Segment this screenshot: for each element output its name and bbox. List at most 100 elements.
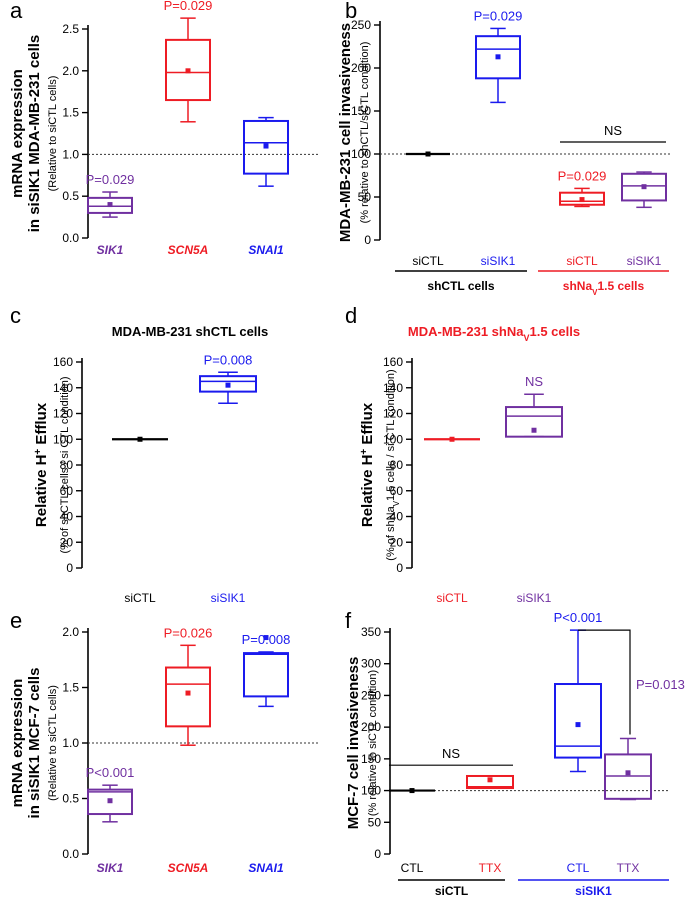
annotation-b-1: P=0.029	[474, 8, 523, 23]
significance-connector-f	[578, 629, 631, 735]
group-label-text: shCTL cells	[427, 279, 494, 293]
box-body	[621, 172, 667, 202]
box-mean-marker	[531, 427, 537, 433]
y-axis-sublabel-text: 1.5 cells / si CTL condition)	[385, 369, 397, 501]
box-mean-marker	[263, 143, 269, 149]
chart-title-text: MDA-MB-231 shCTL cells	[112, 324, 269, 339]
y-tick-label-b: 250	[351, 18, 371, 32]
y-tick-label-c: 140	[53, 381, 73, 395]
box-b-1	[475, 27, 521, 104]
y-tick-label-a: 0.0	[62, 231, 79, 245]
y-tick-label-c: 80	[60, 458, 74, 472]
y-axis-label-text: Relative H	[33, 455, 50, 528]
significance-label-f: NS	[442, 746, 460, 761]
chart-title-text: MDA-MB-231 shNa	[408, 324, 524, 339]
x-tick-label-b-0: siCTL	[412, 254, 444, 268]
box-e-2	[243, 635, 289, 708]
box-body	[165, 666, 211, 728]
y-tick-label-f: 0	[374, 847, 381, 861]
box-c-0	[112, 436, 168, 442]
y-axis-label-d: Relative H+ Efflux	[359, 402, 377, 527]
y-tick-label-f: 350	[361, 625, 381, 639]
y-axis-label-b: MDA-MB-231 cell invasiveness	[337, 23, 354, 242]
panel-letter-d: d	[345, 303, 357, 328]
x-tick-label-c-0: siCTL	[124, 591, 156, 605]
y-axis-sublabel-f: (% relative to siCTL condition)	[367, 670, 379, 816]
box-mean-marker	[107, 202, 113, 208]
box-a-0	[87, 191, 133, 218]
y-axis-label-line-2-a: in siSIK1 MDA-MB-231 cells	[26, 35, 43, 233]
box-b-3	[621, 171, 667, 209]
y-tick-label-c: 160	[53, 355, 73, 369]
significance-label-b: NS	[604, 123, 622, 138]
y-tick-label-b: 200	[351, 61, 371, 75]
y-tick-label-c: 40	[60, 510, 74, 524]
group-label-text: siSIK1	[575, 884, 612, 898]
panel-c: 0 20 40 60 80 100 120 140 160 Relative H+ Efflux (…	[33, 324, 269, 605]
panel-letter-e: e	[10, 608, 22, 633]
y-tick-label-f: 100	[361, 784, 381, 798]
panel-letter-c: c	[10, 303, 21, 328]
y-tick-label-f: 50	[368, 815, 382, 829]
box-body	[243, 652, 289, 698]
y-tick-label-f: 250	[361, 688, 381, 702]
y-axis-label-line-1-e: mRNA expression	[9, 679, 26, 808]
chart-title-d: MDA-MB-231 shNaV1.5 cells	[408, 324, 580, 343]
y-tick-label-e: 2.0	[62, 625, 79, 639]
x-tick-label-f-3: TTX	[617, 861, 640, 875]
y-axis-label-c: Relative H+ Efflux	[33, 402, 51, 527]
annotation-e-1: P=0.026	[164, 625, 213, 640]
chart-title-subscript: V	[523, 333, 529, 343]
panel-d: 0 20 40 60 80 100 120 140 160 Relative H+ Efflux (…	[359, 324, 581, 605]
y-axis-sublabel-text: (% of shCTL cells / si CTL condition)	[59, 376, 71, 553]
box-mean-marker	[425, 151, 431, 157]
annotation-e-2: P=0.008	[242, 632, 291, 647]
y-tick-label-d: 160	[383, 355, 403, 369]
panel-letter-f: f	[345, 608, 352, 633]
box-body	[505, 406, 563, 438]
y-tick-label-f: 300	[361, 657, 381, 671]
group-label-b-1: shNaV1.5 cells	[563, 279, 645, 297]
y-tick-label-d: 60	[390, 484, 404, 498]
x-tick-label-f-0: CTL	[401, 861, 424, 875]
box-f-2	[554, 629, 602, 773]
box-mean-marker	[487, 777, 493, 783]
y-axis-label-line-1-a: mRNA expression	[9, 69, 26, 198]
y-tick-label-c: 120	[53, 407, 73, 421]
box-mean-marker	[137, 436, 143, 442]
y-axis-sublabel-b: (% relative to shCTL/siCTL condition)	[359, 42, 371, 224]
y-tick-label-c: 100	[53, 432, 73, 446]
box-a-2	[243, 116, 289, 187]
y-axis-sublabel-d: (% of shNaV1.5 cells / si CTL condition)	[385, 369, 401, 560]
y-axis-label-text: Relative H	[359, 455, 376, 528]
y-tick-label-a: 0.5	[62, 189, 79, 203]
group-label-b-0: shCTL cells	[427, 279, 494, 293]
box-body	[466, 774, 514, 790]
x-tick-label-f-2: CTL	[567, 861, 590, 875]
chart-title-c: MDA-MB-231 shCTL cells	[112, 324, 269, 339]
box-mean-marker	[185, 690, 191, 696]
x-tick-label-d-1: siSIK1	[517, 591, 552, 605]
box-d-1	[505, 393, 563, 438]
y-axis-sublabel-a: (Relative to siCTL cells)	[47, 76, 59, 192]
y-tick-label-d: 80	[390, 458, 404, 472]
y-tick-label-d: 40	[390, 510, 404, 524]
y-tick-label-e: 1.5	[62, 681, 79, 695]
y-tick-label-a: 2.0	[62, 64, 79, 78]
x-tick-label-a-0: SIK1	[97, 243, 124, 257]
box-mean-marker	[409, 788, 415, 794]
y-tick-label-d: 140	[383, 381, 403, 395]
box-e-1	[165, 644, 211, 746]
group-label-subscript: V	[592, 288, 598, 297]
box-body	[165, 38, 211, 102]
y-tick-label-f: 200	[361, 720, 381, 734]
annotation-d-1: NS	[525, 374, 543, 389]
y-axis-sublabel-e: (Relative to siCTL cells)	[47, 685, 59, 801]
annotation-a-0: P=0.029	[86, 172, 135, 187]
y-axis-label-text: Efflux	[359, 402, 376, 448]
box-mean-marker	[579, 197, 585, 203]
x-tick-label-e-1: SCN5A	[168, 861, 209, 875]
y-axis-label-superscript: +	[359, 449, 370, 455]
y-axis-label-text: Efflux	[33, 402, 50, 448]
